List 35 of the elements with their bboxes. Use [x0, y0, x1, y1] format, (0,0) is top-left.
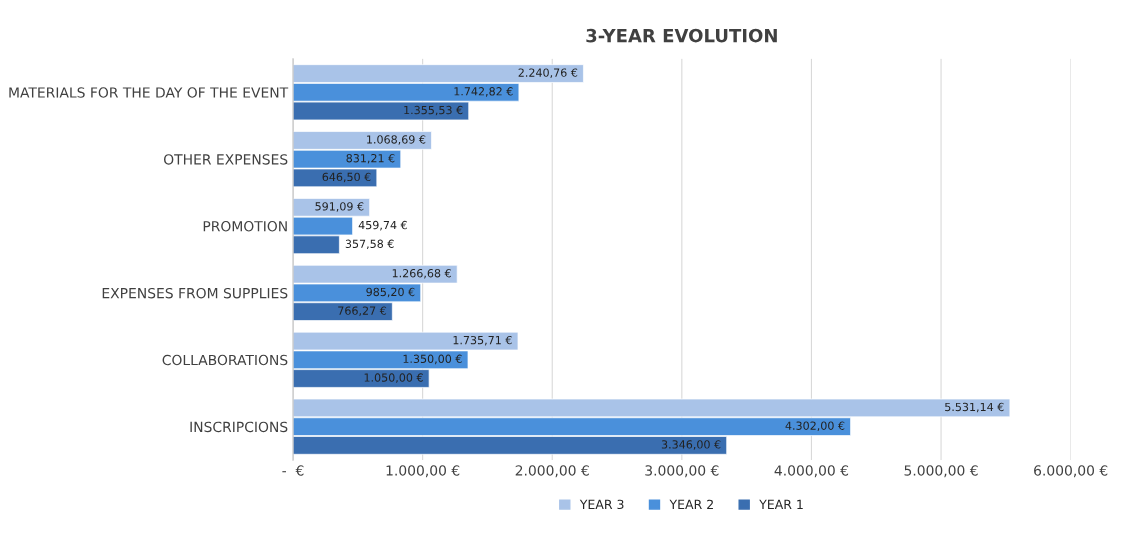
legend-label: YEAR 3	[579, 499, 624, 510]
y-tick-label: OTHER EXPENSES	[163, 154, 288, 165]
chart-title: 3-YEAR EVOLUTION	[586, 28, 777, 43]
data-label: 1.068,69 €	[367, 135, 426, 145]
data-label: 2.240,76 €	[518, 68, 578, 78]
data-label: 985,20 €	[366, 287, 415, 298]
data-label: 1.355,53 €	[404, 105, 463, 116]
x-tick-label: 6.000,00 €	[1034, 465, 1108, 478]
x-tick-label: 4.000,00 €	[774, 465, 849, 478]
y-tick-label: MATERIALS FOR THE DAY OF THE EVENT	[9, 87, 289, 98]
data-label: 1.266,68 €	[392, 269, 451, 279]
data-label: 766,27 €	[338, 306, 387, 316]
data-label: 1.350,00 €	[403, 354, 462, 365]
data-label: 4.302,00 €	[785, 421, 845, 432]
x-tick-label: 3.000,00 €	[645, 465, 719, 478]
x-tick-label: 2.000,00 €	[515, 465, 589, 478]
data-label: 591,09 €	[315, 202, 364, 212]
data-label: 3.346,00 €	[661, 440, 721, 450]
y-tick-label: INSCRIPCIONS	[190, 421, 288, 433]
y-tick-label: PROMOTION	[203, 221, 287, 232]
x-tick-label: - €	[282, 465, 304, 476]
legend-label: YEAR 1	[759, 499, 803, 509]
data-label: 1.735,71 €	[453, 335, 512, 346]
data-label: 1.050,00 €	[364, 373, 423, 383]
data-label: 5.531,14 €	[945, 402, 1004, 413]
x-tick-label: 1.000,00 €	[386, 465, 460, 478]
data-label: 831,21 €	[346, 153, 395, 164]
data-label: 357,58 €	[345, 239, 394, 250]
data-label: 1.742,82 €	[454, 87, 513, 97]
legend-label: YEAR 2	[669, 499, 713, 509]
x-tick-label: 5.000,00 €	[904, 465, 978, 478]
data-label: 646,50 €	[322, 172, 371, 183]
y-tick-label: EXPENSES FROM SUPPLIES	[102, 287, 288, 299]
y-tick-label: COLLABORATIONS	[162, 354, 288, 366]
data-label: 459,74 €	[358, 220, 407, 231]
